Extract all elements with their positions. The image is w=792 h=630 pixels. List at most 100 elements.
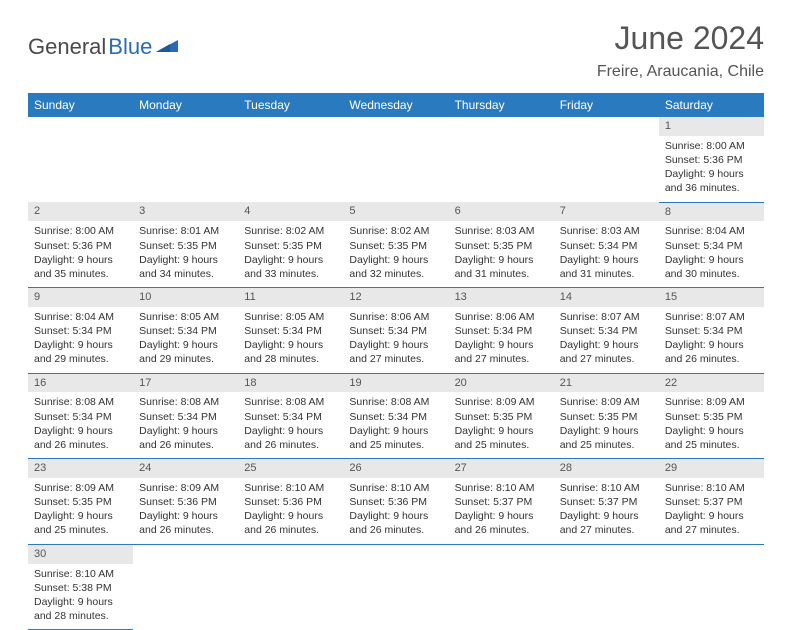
day-number: 18 xyxy=(238,373,343,392)
day-cell-line: Sunrise: 8:00 AM xyxy=(34,224,127,238)
day-number xyxy=(659,544,764,563)
day-cell-line: Sunset: 5:37 PM xyxy=(665,495,758,509)
day-cell-line: Sunrise: 8:08 AM xyxy=(139,395,232,409)
day-cell: Sunrise: 8:10 AMSunset: 5:38 PMDaylight:… xyxy=(28,564,133,630)
day-content-row: Sunrise: 8:10 AMSunset: 5:38 PMDaylight:… xyxy=(28,564,764,630)
day-cell: Sunrise: 8:10 AMSunset: 5:37 PMDaylight:… xyxy=(554,478,659,544)
day-cell-line: Sunrise: 8:09 AM xyxy=(560,395,653,409)
day-cell: Sunrise: 8:07 AMSunset: 5:34 PMDaylight:… xyxy=(554,307,659,373)
day-number: 8 xyxy=(659,202,764,221)
day-cell-line: Sunrise: 8:08 AM xyxy=(244,395,337,409)
day-cell-line: and 27 minutes. xyxy=(349,352,442,366)
month-title: June 2024 xyxy=(597,20,764,57)
day-number: 15 xyxy=(659,288,764,307)
day-cell xyxy=(449,136,554,202)
day-cell: Sunrise: 8:09 AMSunset: 5:35 PMDaylight:… xyxy=(659,392,764,458)
day-cell-line: Sunrise: 8:10 AM xyxy=(34,567,127,581)
day-cell-line: Daylight: 9 hours xyxy=(665,509,758,523)
day-content-row: Sunrise: 8:04 AMSunset: 5:34 PMDaylight:… xyxy=(28,307,764,373)
day-cell-line: and 26 minutes. xyxy=(244,523,337,537)
day-cell: Sunrise: 8:04 AMSunset: 5:34 PMDaylight:… xyxy=(659,221,764,287)
day-number xyxy=(28,117,133,136)
day-cell-line: Sunrise: 8:09 AM xyxy=(34,481,127,495)
day-number: 29 xyxy=(659,459,764,478)
day-cell-line: Daylight: 9 hours xyxy=(349,338,442,352)
day-number: 13 xyxy=(449,288,554,307)
day-cell-line: Sunset: 5:34 PM xyxy=(665,324,758,338)
day-number: 30 xyxy=(28,544,133,563)
day-number: 5 xyxy=(343,202,448,221)
day-cell-line: Daylight: 9 hours xyxy=(244,338,337,352)
day-cell: Sunrise: 8:09 AMSunset: 5:35 PMDaylight:… xyxy=(554,392,659,458)
day-cell: Sunrise: 8:09 AMSunset: 5:36 PMDaylight:… xyxy=(133,478,238,544)
day-cell: Sunrise: 8:00 AMSunset: 5:36 PMDaylight:… xyxy=(659,136,764,202)
day-cell-line: and 29 minutes. xyxy=(139,352,232,366)
day-number xyxy=(343,544,448,563)
day-cell: Sunrise: 8:08 AMSunset: 5:34 PMDaylight:… xyxy=(238,392,343,458)
day-cell xyxy=(133,136,238,202)
day-number: 23 xyxy=(28,459,133,478)
day-cell: Sunrise: 8:09 AMSunset: 5:35 PMDaylight:… xyxy=(449,392,554,458)
day-number xyxy=(238,117,343,136)
day-cell-line: Sunrise: 8:10 AM xyxy=(455,481,548,495)
day-cell-line: and 27 minutes. xyxy=(665,523,758,537)
day-cell-line: Sunset: 5:38 PM xyxy=(34,581,127,595)
day-cell-line: Daylight: 9 hours xyxy=(244,509,337,523)
day-cell-line: Sunrise: 8:05 AM xyxy=(139,310,232,324)
day-cell-line: Sunrise: 8:10 AM xyxy=(560,481,653,495)
day-cell-line: Daylight: 9 hours xyxy=(455,338,548,352)
day-number xyxy=(449,544,554,563)
day-cell-line: Daylight: 9 hours xyxy=(34,338,127,352)
day-cell-line: and 29 minutes. xyxy=(34,352,127,366)
day-cell-line: Daylight: 9 hours xyxy=(665,167,758,181)
day-number: 16 xyxy=(28,373,133,392)
day-header: Tuesday xyxy=(238,93,343,117)
day-cell-line: Daylight: 9 hours xyxy=(139,424,232,438)
day-header: Thursday xyxy=(449,93,554,117)
day-cell-line: Daylight: 9 hours xyxy=(34,509,127,523)
day-cell-line: and 36 minutes. xyxy=(665,181,758,195)
day-cell-line: and 27 minutes. xyxy=(455,352,548,366)
day-cell-line: Sunset: 5:34 PM xyxy=(139,324,232,338)
day-cell: Sunrise: 8:07 AMSunset: 5:34 PMDaylight:… xyxy=(659,307,764,373)
day-cell: Sunrise: 8:06 AMSunset: 5:34 PMDaylight:… xyxy=(449,307,554,373)
calendar-header-row: Sunday Monday Tuesday Wednesday Thursday… xyxy=(28,93,764,117)
day-number xyxy=(343,117,448,136)
day-cell-line: Sunrise: 8:07 AM xyxy=(560,310,653,324)
day-cell xyxy=(554,564,659,630)
logo-text-blue: Blue xyxy=(108,34,152,60)
day-cell xyxy=(554,136,659,202)
day-cell-line: Sunset: 5:34 PM xyxy=(34,410,127,424)
flag-icon xyxy=(156,38,182,59)
day-cell-line: Sunset: 5:34 PM xyxy=(34,324,127,338)
day-number-row: 16171819202122 xyxy=(28,373,764,392)
day-cell-line: and 27 minutes. xyxy=(560,523,653,537)
day-cell-line: Sunrise: 8:09 AM xyxy=(455,395,548,409)
day-cell-line: Sunrise: 8:01 AM xyxy=(139,224,232,238)
calendar-body: 1Sunrise: 8:00 AMSunset: 5:36 PMDaylight… xyxy=(28,117,764,630)
day-number: 10 xyxy=(133,288,238,307)
day-cell-line: and 27 minutes. xyxy=(560,352,653,366)
day-cell-line: and 26 minutes. xyxy=(665,352,758,366)
day-cell: Sunrise: 8:01 AMSunset: 5:35 PMDaylight:… xyxy=(133,221,238,287)
day-cell-line: and 25 minutes. xyxy=(455,438,548,452)
day-cell-line: Sunset: 5:35 PM xyxy=(139,239,232,253)
calendar-table: Sunday Monday Tuesday Wednesday Thursday… xyxy=(28,93,764,630)
day-cell-line: and 25 minutes. xyxy=(34,523,127,537)
day-cell-line: Daylight: 9 hours xyxy=(244,253,337,267)
day-cell-line: and 28 minutes. xyxy=(244,352,337,366)
day-number: 2 xyxy=(28,202,133,221)
day-cell: Sunrise: 8:08 AMSunset: 5:34 PMDaylight:… xyxy=(133,392,238,458)
day-cell-line: Sunset: 5:34 PM xyxy=(560,239,653,253)
day-number: 3 xyxy=(133,202,238,221)
day-cell-line: Sunset: 5:35 PM xyxy=(244,239,337,253)
day-cell: Sunrise: 8:04 AMSunset: 5:34 PMDaylight:… xyxy=(28,307,133,373)
day-cell-line: Sunrise: 8:08 AM xyxy=(34,395,127,409)
day-cell-line: Sunset: 5:35 PM xyxy=(455,239,548,253)
day-number: 28 xyxy=(554,459,659,478)
day-cell-line: Sunrise: 8:09 AM xyxy=(139,481,232,495)
day-cell-line: Sunrise: 8:06 AM xyxy=(455,310,548,324)
day-number xyxy=(238,544,343,563)
day-header: Friday xyxy=(554,93,659,117)
day-cell-line: Sunset: 5:36 PM xyxy=(349,495,442,509)
